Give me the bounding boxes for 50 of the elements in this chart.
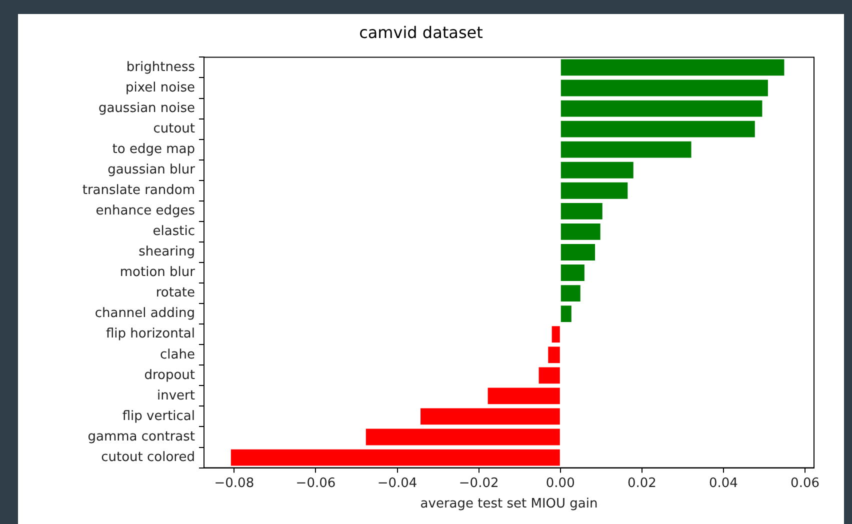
bar bbox=[488, 388, 560, 404]
bar bbox=[560, 306, 572, 322]
bar bbox=[560, 162, 634, 178]
y-tick-label: channel adding bbox=[94, 306, 195, 322]
bar bbox=[560, 244, 596, 260]
bar bbox=[560, 264, 584, 281]
bar bbox=[560, 285, 580, 302]
bar bbox=[548, 346, 560, 364]
chart-title: camvid dataset bbox=[359, 22, 483, 42]
x-tick-label: 0.02 bbox=[627, 476, 656, 491]
y-tick-label: elastic bbox=[152, 224, 195, 240]
y-tick-label: rotate bbox=[156, 286, 195, 301]
x-tick-label: 0.00 bbox=[546, 476, 575, 491]
bar bbox=[560, 182, 628, 199]
y-tick-label: cutout bbox=[153, 121, 195, 136]
y-tick-label: gamma contrast bbox=[88, 429, 195, 444]
x-tick-label: 0.06 bbox=[790, 476, 820, 491]
y-tick-label: gaussian blur bbox=[108, 162, 196, 178]
x-tick-label: −0.04 bbox=[377, 476, 418, 491]
bar bbox=[560, 59, 784, 76]
y-tick-label: invert bbox=[157, 388, 195, 404]
bar bbox=[230, 449, 560, 466]
bar bbox=[420, 408, 560, 425]
y-tick-label: to edge map bbox=[112, 142, 195, 157]
bar bbox=[538, 367, 560, 384]
bar bbox=[560, 120, 755, 138]
y-tick-label: shearing bbox=[138, 244, 195, 260]
bar bbox=[560, 202, 602, 220]
y-tick-label: dropout bbox=[144, 368, 195, 383]
y-tick-label: flip vertical bbox=[122, 408, 195, 424]
y-tick-label: flip horizontal bbox=[106, 326, 195, 342]
y-tick-label: gaussian noise bbox=[98, 100, 195, 116]
bar bbox=[560, 223, 600, 240]
bar bbox=[560, 100, 762, 117]
y-tick-label: clahe bbox=[160, 347, 195, 362]
bar bbox=[552, 326, 560, 343]
bar bbox=[366, 428, 560, 446]
x-tick-label: −0.08 bbox=[214, 476, 254, 491]
bar bbox=[560, 141, 692, 158]
y-tick-label: pixel noise bbox=[126, 80, 195, 96]
y-tick-label: enhance edges bbox=[96, 204, 196, 219]
x-tick-label: −0.06 bbox=[296, 476, 336, 491]
bar bbox=[560, 80, 768, 96]
y-tick-label: brightness bbox=[126, 60, 196, 75]
y-tick-label: translate random bbox=[82, 183, 195, 198]
y-tick-label: motion blur bbox=[120, 265, 196, 280]
y-tick-label: cutout colored bbox=[101, 450, 195, 465]
x-tick-label: 0.04 bbox=[709, 476, 738, 491]
x-tick-label: −0.02 bbox=[458, 476, 499, 491]
x-axis-title: average test set MIOU gain bbox=[420, 496, 598, 512]
